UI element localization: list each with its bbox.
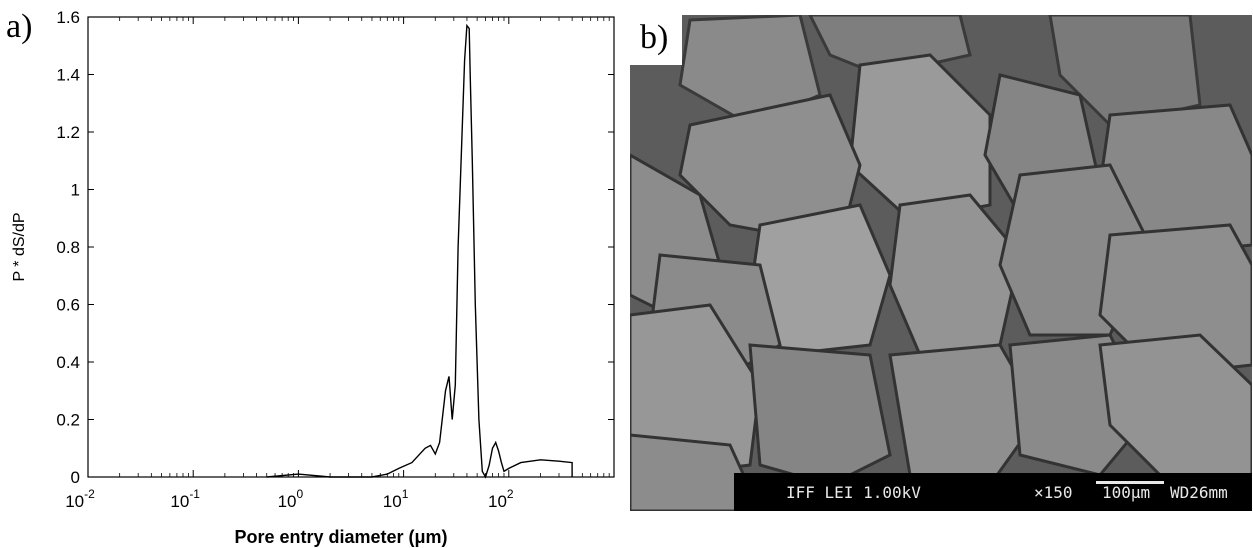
series-line (266, 23, 573, 479)
panel-a-label: a) (6, 8, 33, 45)
x-tick-label: 10-2 (65, 487, 95, 511)
y-tick-label: 0.2 (56, 411, 80, 430)
panel-b-label-box: b) (630, 15, 682, 65)
sem-scale-text: 100μm (1102, 483, 1151, 502)
chart-a: 0 0.2 0.4 0.6 0.8 1 1.2 1.4 1.6 10-2 10-1 100 101 102… (11, 8, 615, 547)
sem-wd-text: WD26mm (1170, 483, 1228, 502)
sem-instrument-text: IFF LEI 1.00kV (786, 483, 921, 502)
panel-b-label: b) (640, 19, 669, 56)
sem-info-bar: IFF LEI 1.00kV ×150 100μm WD26mm (734, 473, 1252, 511)
y-tick-label: 0.4 (56, 353, 80, 372)
y-tick-label: 1 (71, 181, 80, 200)
x-tick-label: 10-1 (170, 487, 200, 511)
y-tick-label: 1.6 (56, 8, 80, 27)
y-tick-label: 0.8 (56, 238, 80, 257)
sem-image: b) IFF LEI 1.00kV ×150 100μm WD26mm (630, 15, 1252, 511)
plot-frame (87, 16, 615, 478)
x-tick-label: 102 (488, 487, 514, 511)
y-axis-label: P * dS/dP (11, 212, 28, 281)
y-tick-label: 0.6 (56, 296, 80, 315)
sem-magnification-text: ×150 (1034, 483, 1073, 502)
x-tick-label: 101 (383, 487, 409, 511)
y-tick-label: 0 (71, 468, 80, 487)
sem-scale-bar (1096, 481, 1164, 484)
x-tick-label: 100 (278, 487, 304, 511)
x-axis-label: Pore entry diameter (μm) (234, 527, 447, 547)
y-tick-label: 1.4 (56, 66, 80, 85)
y-tick-label: 1.2 (56, 123, 80, 142)
sem-rock-texture (630, 15, 1252, 511)
